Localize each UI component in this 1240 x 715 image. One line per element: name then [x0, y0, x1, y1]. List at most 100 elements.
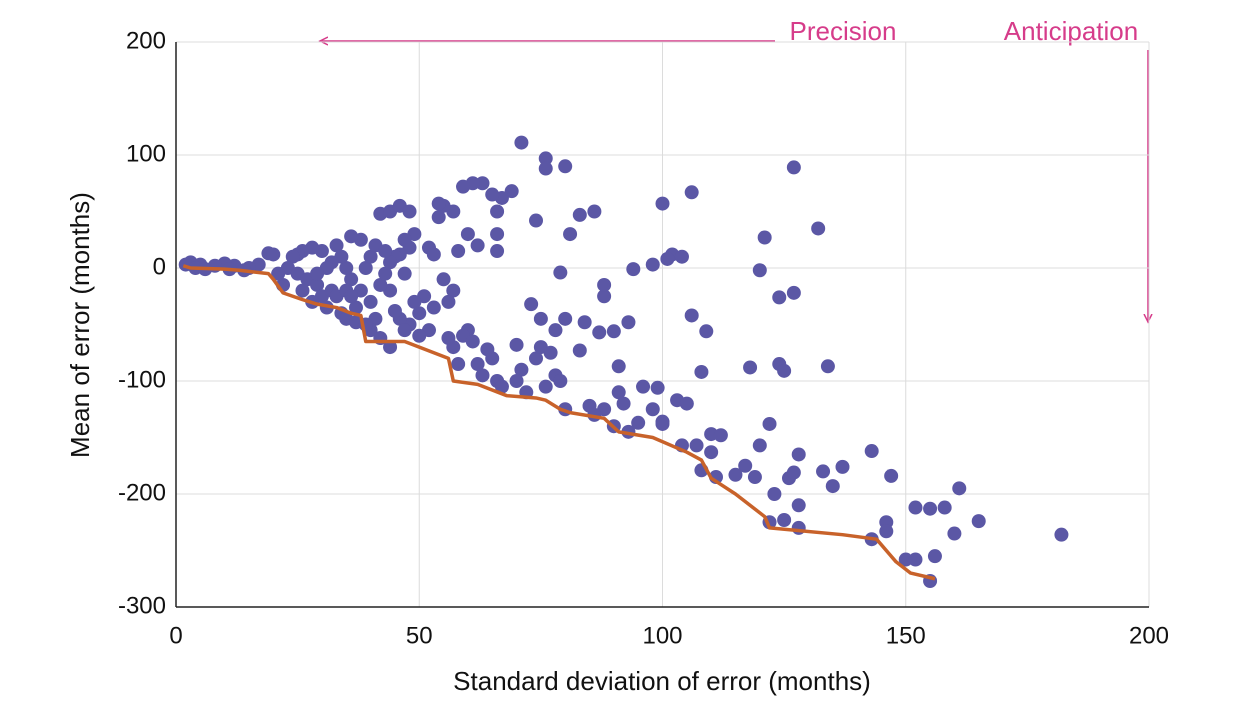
y-tick-label: -100	[118, 366, 166, 393]
point	[713, 428, 728, 443]
point	[791, 498, 806, 513]
point	[684, 185, 699, 200]
point	[927, 549, 942, 564]
point	[558, 311, 573, 326]
point	[971, 514, 986, 529]
point	[752, 263, 767, 278]
point	[655, 416, 670, 431]
point	[884, 468, 899, 483]
point	[509, 374, 524, 388]
point	[572, 207, 587, 222]
point	[694, 364, 709, 379]
frontier-line	[182, 264, 936, 581]
point	[363, 249, 378, 264]
point	[266, 247, 281, 262]
point	[344, 289, 359, 304]
point	[509, 337, 524, 352]
point	[611, 385, 626, 400]
point	[514, 135, 529, 150]
point	[485, 187, 500, 202]
point	[329, 238, 344, 253]
point	[344, 229, 359, 244]
point	[684, 308, 699, 323]
point	[373, 277, 388, 292]
point	[378, 266, 393, 281]
point	[465, 334, 480, 349]
point	[383, 340, 398, 355]
point	[777, 512, 792, 527]
point	[572, 343, 587, 358]
point	[611, 359, 626, 374]
point	[402, 204, 417, 219]
point	[349, 300, 364, 315]
annotation: Anticipation	[1004, 16, 1138, 46]
point	[363, 294, 378, 309]
point	[563, 227, 578, 242]
point	[310, 277, 325, 292]
point	[285, 249, 300, 264]
point	[441, 331, 456, 346]
point	[660, 251, 675, 266]
point	[786, 465, 801, 480]
point	[426, 247, 441, 262]
point	[529, 213, 544, 228]
point	[1054, 527, 1069, 542]
point	[383, 255, 398, 270]
point	[908, 500, 923, 515]
point	[533, 311, 548, 326]
y-tick-label: 100	[126, 140, 166, 167]
y-tick-label: -200	[118, 479, 166, 506]
point	[738, 458, 753, 473]
point	[470, 357, 485, 372]
point	[514, 362, 529, 377]
point	[538, 379, 553, 394]
point	[747, 470, 762, 485]
x-tick-label: 0	[169, 622, 182, 649]
point	[898, 552, 913, 567]
point	[645, 402, 660, 417]
point	[456, 179, 471, 194]
point	[626, 262, 641, 277]
point	[310, 266, 325, 281]
x-tick-label: 50	[406, 622, 433, 649]
y-tick-label: 200	[126, 27, 166, 54]
point	[606, 324, 621, 339]
point	[412, 328, 427, 343]
point	[470, 238, 485, 253]
point	[767, 487, 782, 501]
point	[786, 160, 801, 175]
point	[538, 151, 553, 166]
point	[271, 266, 286, 281]
point	[397, 232, 412, 247]
point	[636, 379, 651, 394]
point	[378, 244, 393, 259]
point	[524, 297, 539, 312]
point	[426, 300, 441, 315]
point	[699, 324, 714, 339]
point	[446, 283, 461, 298]
x-tick-label: 150	[886, 622, 926, 649]
point	[358, 261, 373, 275]
point	[777, 363, 792, 378]
annotation: Precision	[790, 16, 897, 46]
point	[616, 396, 631, 411]
point	[757, 230, 772, 245]
point	[494, 379, 509, 394]
point	[937, 500, 952, 515]
point	[655, 196, 670, 211]
point	[475, 368, 490, 383]
point	[490, 204, 505, 219]
point	[431, 210, 446, 225]
point	[762, 416, 777, 431]
point	[475, 176, 490, 191]
point	[543, 345, 558, 360]
point	[704, 445, 719, 460]
point	[344, 272, 359, 287]
point	[908, 552, 923, 567]
point	[397, 266, 412, 281]
x-tick-label: 100	[642, 622, 682, 649]
point	[597, 289, 612, 304]
y-tick-label: -300	[118, 592, 166, 619]
point	[295, 283, 310, 298]
